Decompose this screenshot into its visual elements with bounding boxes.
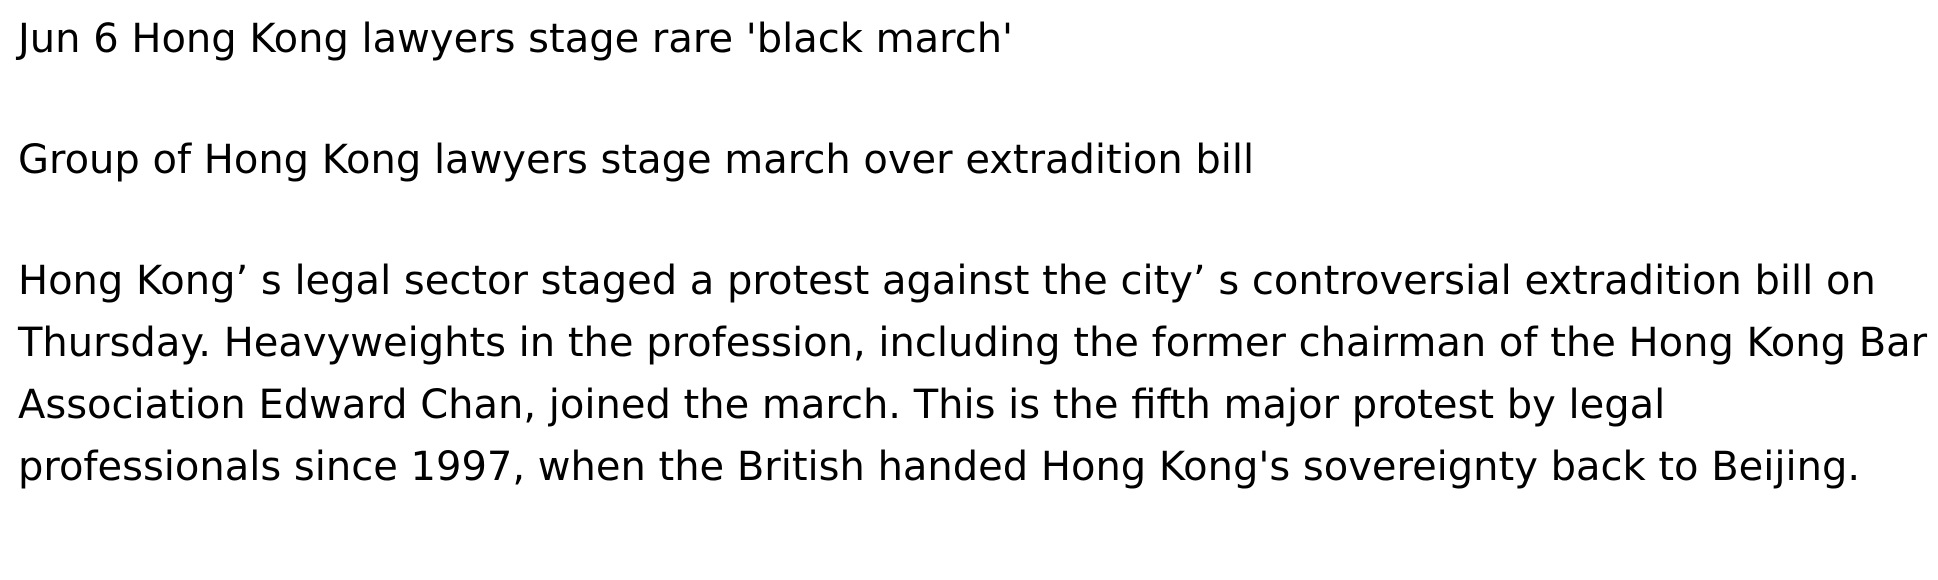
headline: Jun 6 Hong Kong lawyers stage rare 'blac… — [18, 16, 1014, 62]
article-body: Hong Kong’ s legal sector staged a prote… — [18, 258, 1928, 490]
subheadline: Group of Hong Kong lawyers stage march o… — [18, 137, 1255, 183]
article: Jun 6 Hong Kong lawyers stage rare 'blac… — [18, 8, 1930, 498]
